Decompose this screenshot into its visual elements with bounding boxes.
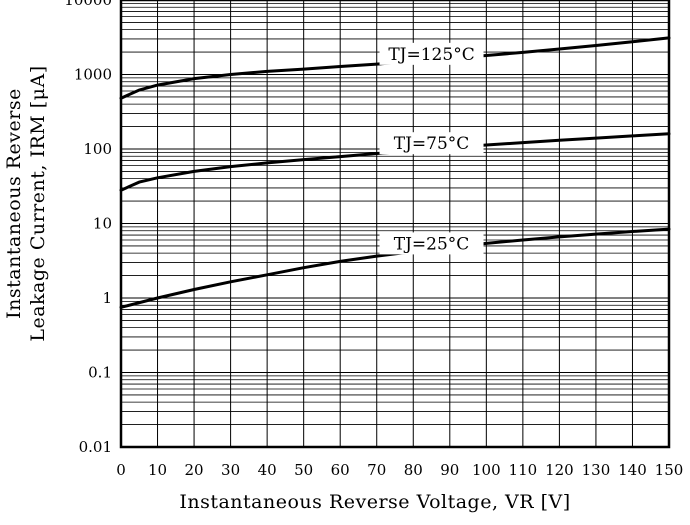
y-tick-label: 10000 <box>64 0 112 9</box>
x-tick-label: 110 <box>509 461 538 479</box>
x-tick-label: 140 <box>618 461 647 479</box>
y-axis-title-line1: Instantaneous Reverse <box>3 88 25 319</box>
x-axis-title: Instantaneous Reverse Voltage, VR [V] <box>179 491 570 513</box>
series-label-background <box>379 42 484 65</box>
y-axis-title-line2: Leakage Current, IRM [μA] <box>27 65 49 341</box>
series-label-background <box>379 232 484 255</box>
series-labels: TJ=125°C TJ=75°C TJ=25°C <box>379 42 484 255</box>
x-tick-label: 150 <box>655 461 684 479</box>
y-tick-label: 1000 <box>74 66 112 84</box>
x-tick-label: 80 <box>404 461 423 479</box>
plot-frame <box>119 0 671 449</box>
y-tick-label: 0.1 <box>88 364 112 382</box>
y-tick-labels: 0.01 0.1 1 10 100 1000 10000 <box>64 0 112 456</box>
series-label: TJ=125°C <box>388 45 474 65</box>
x-tick-labels: 0 10 20 30 40 50 60 70 80 90 100 110 120 130 140 150 <box>116 461 683 479</box>
series-label-background <box>379 132 484 155</box>
y-tick-label: 1 <box>102 289 112 307</box>
x-tick-label: 0 <box>116 461 126 479</box>
series-label: TJ=25°C <box>394 234 470 254</box>
series-line <box>119 132 671 192</box>
x-tick-label: 50 <box>294 461 313 479</box>
x-tick-label: 20 <box>185 461 204 479</box>
y-tick-label: 0.01 <box>79 438 112 456</box>
grid <box>121 0 669 447</box>
y-tick-label: 100 <box>83 140 112 158</box>
x-tick-label: 100 <box>472 461 501 479</box>
y-tick-label: 10 <box>93 215 112 233</box>
x-tick-label: 40 <box>258 461 277 479</box>
series-label: TJ=75°C <box>394 134 470 154</box>
x-tick-label: 70 <box>367 461 386 479</box>
x-tick-label: 60 <box>331 461 350 479</box>
curves <box>119 36 671 309</box>
x-tick-label: 130 <box>582 461 611 479</box>
x-tick-label: 30 <box>221 461 240 479</box>
x-tick-label: 10 <box>148 461 167 479</box>
x-tick-label: 120 <box>545 461 574 479</box>
series-line <box>119 36 671 100</box>
x-tick-label: 90 <box>440 461 459 479</box>
